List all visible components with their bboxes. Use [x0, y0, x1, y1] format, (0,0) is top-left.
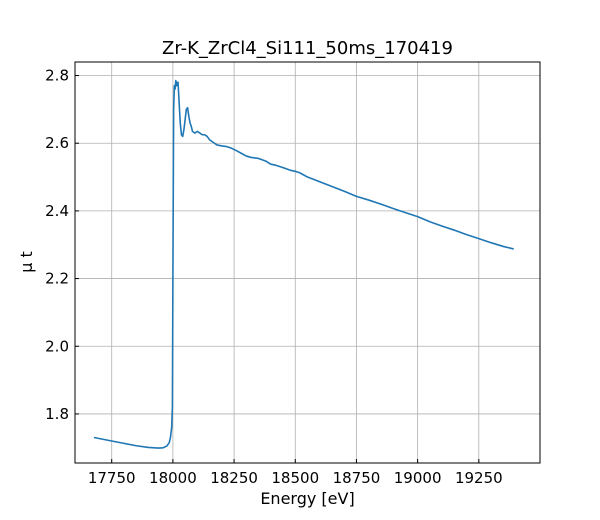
grid-lines — [75, 62, 540, 463]
y-tick-label: 2.0 — [45, 337, 69, 355]
x-tick-label: 18250 — [210, 469, 258, 487]
axis-ticks: 17750 18000 18250 18500 18750 19000 19250 1.8 2.… — [45, 67, 503, 487]
x-tick-label: 19250 — [455, 469, 503, 487]
y-tick-label: 2.8 — [45, 67, 69, 85]
x-tick-label: 17750 — [88, 469, 136, 487]
x-tick-label: 18500 — [271, 469, 319, 487]
y-axis-label: μ t — [17, 251, 36, 273]
x-tick-label: 18000 — [149, 469, 197, 487]
y-tick-label: 1.8 — [45, 405, 69, 423]
x-tick-label: 18750 — [333, 469, 381, 487]
y-tick-label: 2.4 — [45, 202, 69, 220]
series-line — [93, 79, 514, 449]
plot-frame — [74, 61, 541, 464]
x-axis-label: Energy [eV] — [260, 489, 354, 508]
y-tick-label: 2.6 — [45, 134, 69, 152]
plot-area — [93, 79, 514, 449]
y-tick-label: 2.2 — [45, 270, 69, 288]
x-tick-label: 19000 — [394, 469, 442, 487]
chart-title: Zr-K_ZrCl4_Si111_50ms_170419 — [162, 38, 453, 59]
